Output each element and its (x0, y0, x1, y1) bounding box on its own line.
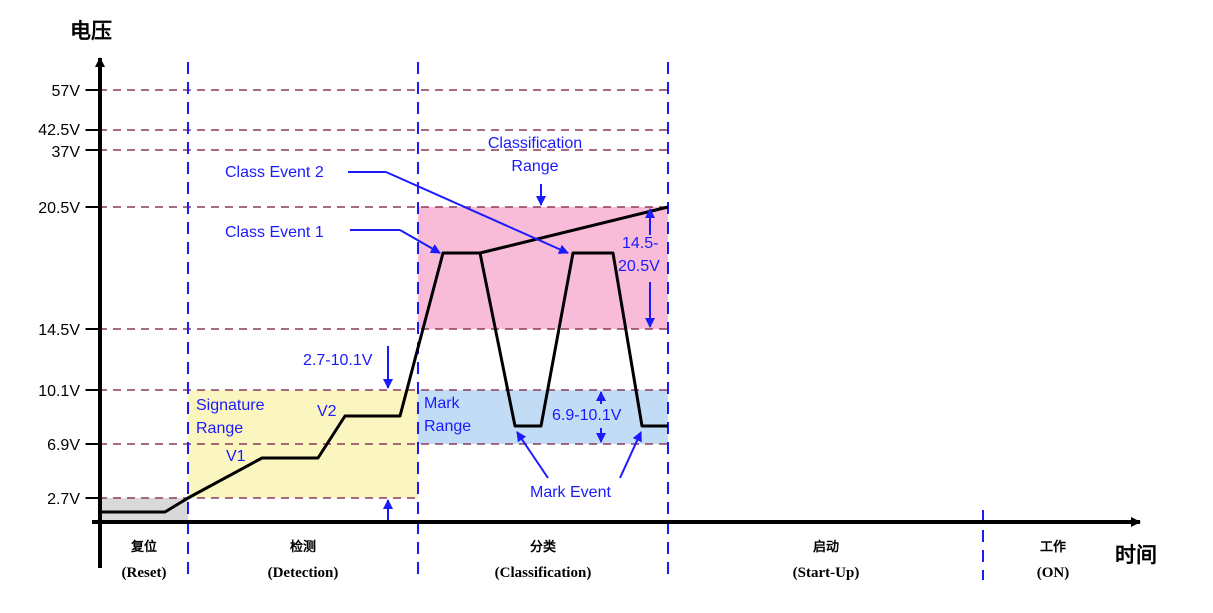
phase-on-en: (ON) (1037, 565, 1070, 581)
mark-range-label-line2: Range (424, 418, 471, 435)
class-event-2-label: Class Event 2 (225, 164, 324, 181)
phase-detection-en: (Detection) (268, 565, 339, 581)
phase-detection-cn: 检测 (290, 539, 316, 555)
range-14-20-label-line2: 20.5V (618, 258, 660, 275)
label-42-5v: 42.5V (38, 122, 80, 139)
phase-startup-en: (Start-Up) (793, 565, 860, 581)
phase-classification-en: (Classification) (495, 565, 592, 581)
v2-label: V2 (317, 403, 337, 420)
phase-on-cn: 工作 (1040, 539, 1066, 555)
phase-startup-cn: 启动 (813, 539, 839, 555)
annotation-arrows (348, 171, 655, 520)
x-axis-title: 时间 (1115, 542, 1157, 567)
label-10-1v: 10.1V (38, 383, 80, 400)
mark-event-arrow-right (619, 431, 642, 479)
signature-range-label-line2: Range (196, 420, 243, 437)
label-20-5v: 20.5V (38, 200, 80, 217)
classification-range-label-line1: Classification (488, 135, 582, 152)
signature-range-label-line1: Signature (196, 397, 265, 414)
y-axis-title: 电压 (70, 18, 112, 43)
label-14-5v: 14.5V (38, 322, 80, 339)
class-event-1-label: Class Event 1 (225, 224, 324, 241)
class-event-1-arrow-b (399, 229, 441, 254)
mark-event-label: Mark Event (530, 484, 611, 501)
phase-classification-cn: 分类 (530, 539, 557, 555)
label-2-7v: 2.7V (47, 491, 80, 508)
mark-event-arrow-left (516, 431, 549, 479)
voltage-waveform (100, 251, 668, 514)
phase-reset-cn: 复位 (130, 539, 157, 555)
mark-range-label-line1: Mark (424, 395, 461, 412)
range-2-10-label: 2.7-10.1V (303, 352, 373, 369)
classification-range-label-line2: Range (511, 158, 558, 175)
range-6-10-label: 6.9-10.1V (552, 407, 622, 424)
classification-ramp (479, 205, 669, 255)
v1-label: V1 (226, 448, 246, 465)
reset-region (100, 498, 188, 522)
phase-reset-en: (Reset) (122, 565, 167, 581)
y-ticks (86, 89, 100, 499)
label-57v: 57V (52, 83, 81, 100)
label-6-9v: 6.9V (47, 437, 80, 454)
range-14-20-label-line1: 14.5- (622, 235, 658, 252)
classification-range-region (418, 207, 668, 329)
class-event-2-arrow-b (385, 171, 569, 254)
label-37v: 37V (52, 144, 81, 161)
